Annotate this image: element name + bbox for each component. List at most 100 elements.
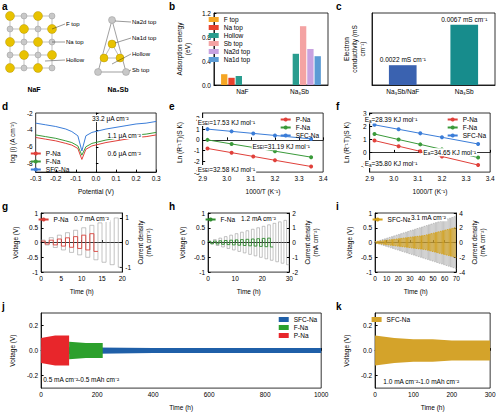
svg-text:-1: -1 [32, 269, 38, 276]
svg-text:0: 0 [39, 275, 43, 282]
svg-text:0.7 mA cm⁻²: 0.7 mA cm⁻² [74, 215, 110, 222]
svg-text:3.4: 3.4 [319, 175, 328, 182]
svg-text:log (i) (A cm⁻²): log (i) (A cm⁻²) [9, 122, 17, 163]
svg-text:=32.58 KJ mol⁻¹: =32.58 KJ mol⁻¹ [209, 166, 256, 173]
svg-text:1: 1 [363, 136, 367, 143]
svg-text:1000/T (K⁻¹): 1000/T (K⁻¹) [246, 188, 281, 196]
svg-text:200: 200 [446, 391, 457, 398]
svg-text:-0.2: -0.2 [27, 372, 39, 379]
svg-text:Time (h): Time (h) [70, 288, 94, 296]
svg-text:1.1 μA cm⁻²: 1.1 μA cm⁻² [108, 132, 142, 140]
svg-text:2: 2 [459, 224, 463, 231]
svg-text:0.5 mA cm⁻²-0.5 mAh cm⁻²: 0.5 mA cm⁻²-0.5 mAh cm⁻² [43, 376, 120, 383]
svg-text:10: 10 [78, 275, 86, 282]
svg-text:1: 1 [125, 214, 129, 221]
svg-text:0: 0 [34, 239, 38, 246]
svg-text:P-Na: P-Na [54, 216, 69, 223]
svg-text:=28.39 KJ mol⁻¹: =28.39 KJ mol⁻¹ [372, 116, 419, 123]
svg-text:F top: F top [66, 21, 80, 27]
svg-text:3.1: 3.1 [413, 175, 422, 182]
svg-text:-2: -2 [459, 254, 465, 261]
svg-text:-0.3: -0.3 [30, 175, 42, 182]
svg-text:2.9: 2.9 [365, 175, 374, 182]
svg-text:Current density: Current density [304, 220, 312, 265]
svg-text:3.3: 3.3 [462, 175, 471, 182]
svg-text:1: 1 [34, 210, 38, 217]
svg-text:-2: -2 [27, 110, 33, 117]
svg-text:0: 0 [373, 275, 377, 282]
svg-text:3.3: 3.3 [295, 175, 304, 182]
svg-text:0: 0 [459, 239, 463, 246]
svg-text:SFC-Na: SFC-Na [294, 316, 318, 323]
svg-text:Voltage (V): Voltage (V) [346, 226, 354, 258]
svg-text:-4: -4 [27, 126, 33, 133]
svg-text:15: 15 [98, 275, 106, 282]
svg-text:Time (h): Time (h) [237, 288, 261, 296]
svg-text:1.0 mA cm⁻²-1.0 mAh cm⁻²: 1.0 mA cm⁻²-1.0 mAh cm⁻² [383, 378, 460, 385]
svg-text:300: 300 [485, 391, 496, 398]
svg-text:30: 30 [286, 275, 294, 282]
svg-text:Sb top: Sb top [132, 67, 150, 73]
svg-text:3.0: 3.0 [389, 175, 398, 182]
svg-text:33.2 μA cm⁻²: 33.2 μA cm⁻² [92, 115, 130, 123]
svg-text:-1: -1 [199, 269, 205, 276]
svg-text:Hollow: Hollow [132, 51, 151, 57]
svg-text:F-Na: F-Na [296, 124, 311, 131]
svg-text:0.1: 0.1 [111, 175, 120, 182]
svg-text:P-Na: P-Na [463, 116, 478, 123]
svg-text:4: 4 [459, 210, 463, 217]
svg-text:Hollow: Hollow [66, 57, 85, 63]
svg-text:0.0022 mS cm⁻¹: 0.0022 mS cm⁻¹ [380, 56, 427, 63]
svg-text:=35.80 KJ mol⁻¹: =35.80 KJ mol⁻¹ [372, 160, 419, 167]
svg-text:0: 0 [363, 149, 367, 156]
svg-text:-1: -1 [125, 264, 131, 271]
svg-text:2.9: 2.9 [198, 175, 207, 182]
svg-text:0: 0 [196, 136, 200, 143]
svg-text:3.4: 3.4 [486, 175, 495, 182]
svg-text:SFC-Na: SFC-Na [46, 166, 70, 173]
svg-text:Time (h): Time (h) [404, 288, 428, 296]
svg-text:1: 1 [196, 126, 200, 133]
svg-text:0: 0 [125, 239, 129, 246]
svg-text:0: 0 [206, 275, 210, 282]
svg-text:=17.53 KJ mol⁻¹: =17.53 KJ mol⁻¹ [209, 119, 256, 126]
svg-text:-2: -2 [194, 158, 200, 165]
svg-text:3.2: 3.2 [270, 175, 279, 182]
svg-text:Ln (R⁻¹T)(S K): Ln (R⁻¹T)(S K) [343, 122, 351, 163]
svg-text:Na1d top: Na1d top [224, 56, 251, 64]
svg-text:SFC-Na: SFC-Na [296, 132, 320, 139]
svg-text:0.5: 0.5 [196, 224, 205, 231]
svg-text:5: 5 [60, 275, 64, 282]
svg-text:60: 60 [441, 275, 449, 282]
svg-text:-0.5: -0.5 [361, 254, 373, 261]
svg-text:Ln (R⁻¹T)(S K): Ln (R⁻¹T)(S K) [176, 122, 184, 163]
svg-text:Electron: Electron [343, 37, 350, 61]
svg-text:Na₃Sb: Na₃Sb [455, 88, 474, 95]
svg-text:3.1 mA cm⁻²: 3.1 mA cm⁻² [411, 214, 447, 221]
svg-text:0.2: 0.2 [363, 322, 372, 329]
svg-text:-1: -1 [194, 147, 200, 154]
svg-text:-0.1: -0.1 [70, 175, 82, 182]
svg-text:10: 10 [232, 275, 240, 282]
svg-text:Voltage (V): Voltage (V) [9, 334, 17, 366]
svg-text:Na2d top: Na2d top [132, 19, 157, 25]
svg-text:-0.5: -0.5 [27, 254, 39, 261]
svg-text:0.0: 0.0 [202, 82, 211, 89]
svg-text:800: 800 [260, 391, 271, 398]
svg-text:0.5: 0.5 [29, 224, 38, 231]
svg-text:SFC-Na: SFC-Na [388, 216, 412, 223]
svg-text:Voltage (V): Voltage (V) [179, 226, 187, 258]
svg-text:1000/T (K⁻¹): 1000/T (K⁻¹) [413, 188, 448, 196]
svg-text:NaF: NaF [27, 86, 41, 93]
svg-text:2: 2 [363, 123, 367, 130]
svg-text:Na top: Na top [224, 24, 244, 32]
svg-text:1.2 mA cm⁻²: 1.2 mA cm⁻² [241, 215, 277, 222]
svg-text:20: 20 [259, 275, 267, 282]
svg-text:0.2: 0.2 [29, 322, 38, 329]
svg-text:70: 70 [453, 275, 461, 282]
svg-text:0.3: 0.3 [152, 175, 161, 182]
svg-text:0: 0 [373, 391, 377, 398]
svg-text:P-Na: P-Na [46, 150, 61, 157]
svg-text:0.0: 0.0 [363, 347, 372, 354]
svg-text:-2: -2 [292, 269, 298, 276]
